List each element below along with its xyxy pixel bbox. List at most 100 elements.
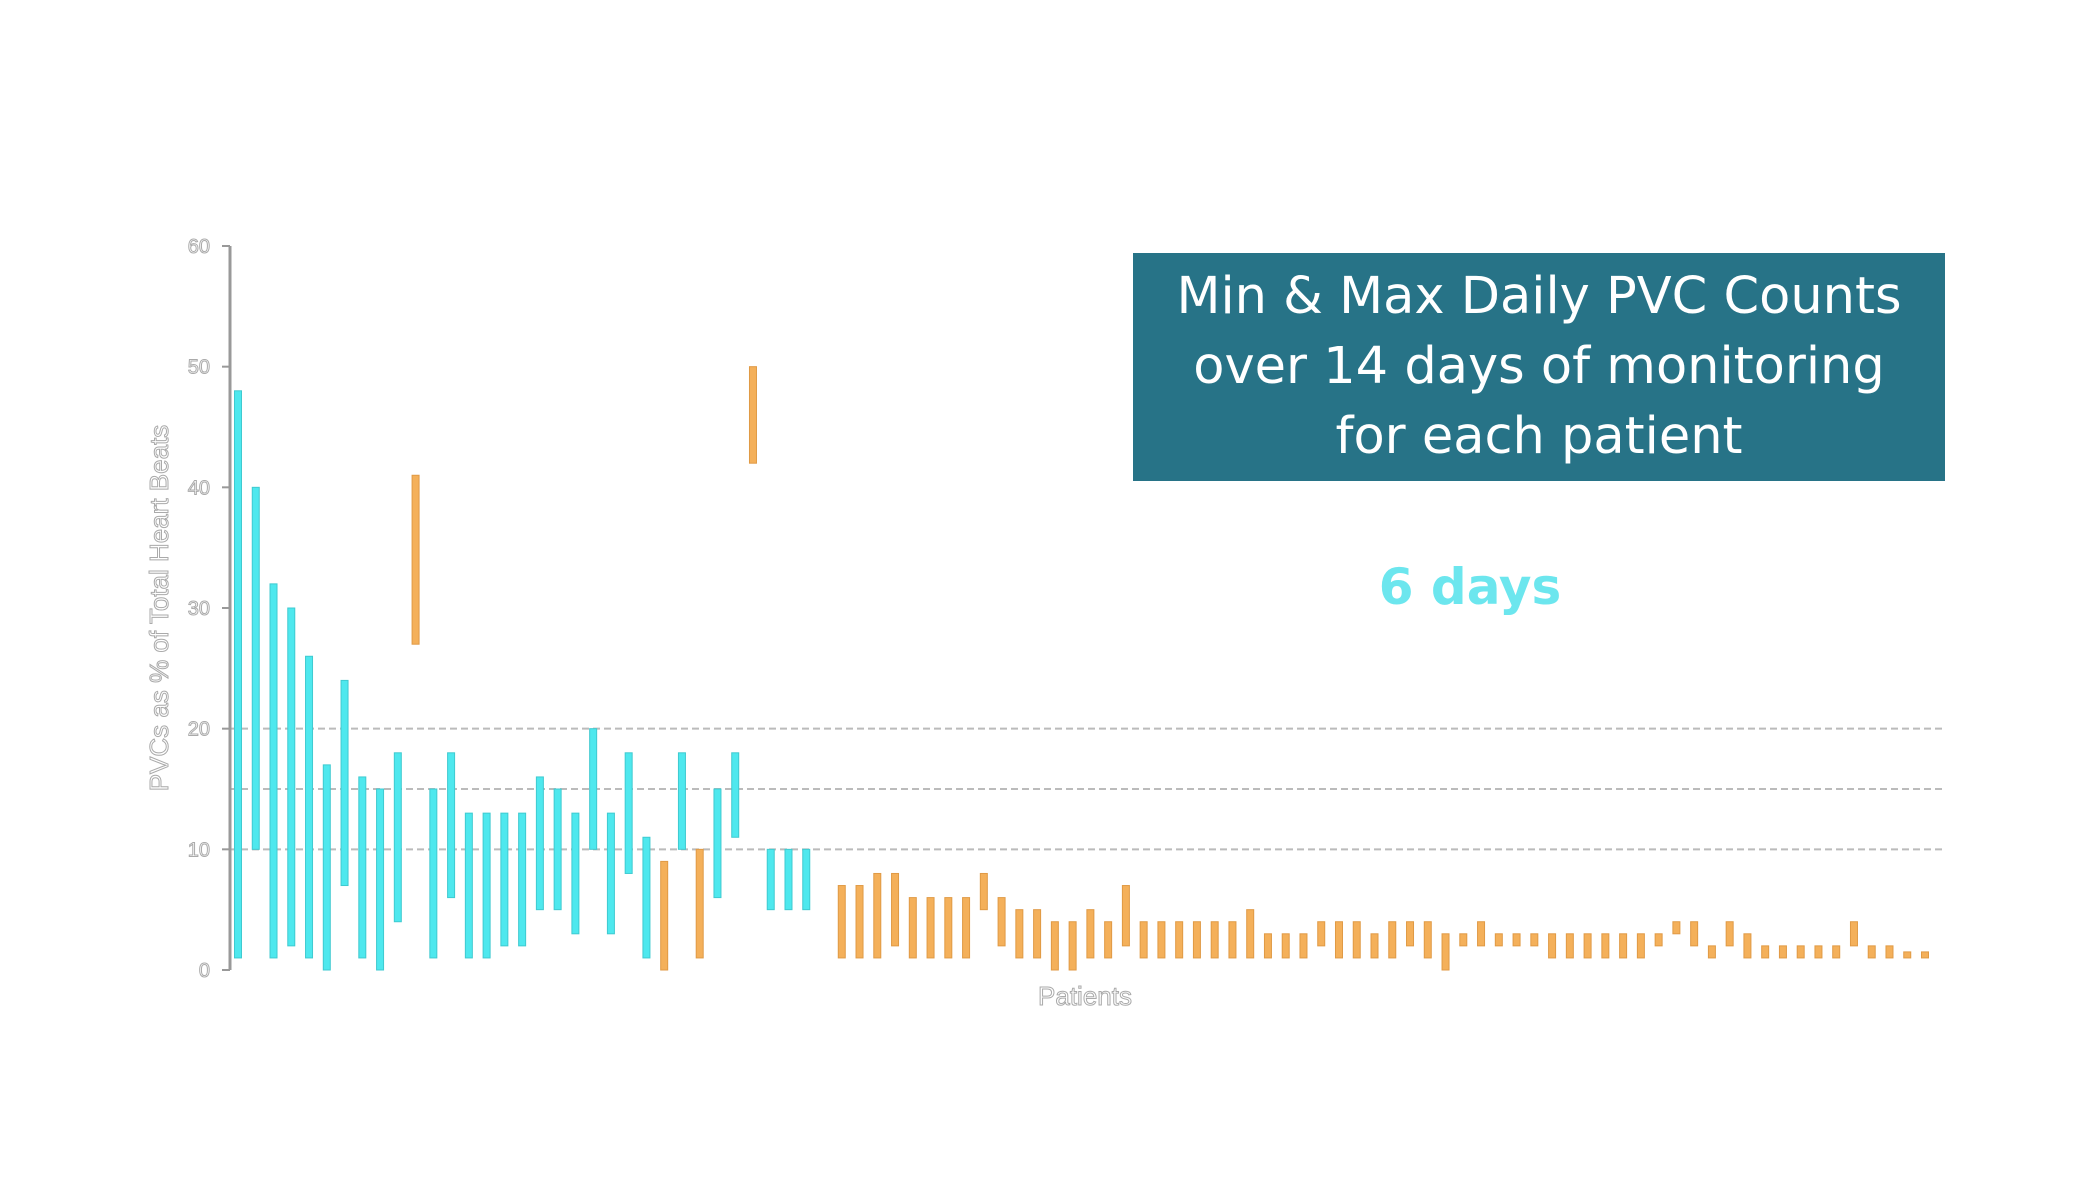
- range-bar-orange-10: [411, 474, 420, 645]
- range-bar-cyan-0: [234, 390, 242, 959]
- range-bar-orange-76: [1583, 933, 1592, 959]
- range-bar-cyan-6: [340, 679, 349, 887]
- range-bar-orange-29: [748, 366, 757, 464]
- range-bar-orange-57: [1246, 909, 1255, 959]
- range-bar-cyan-3: [287, 607, 296, 947]
- range-bar-cyan-9: [393, 752, 402, 923]
- range-bar-orange-84: [1725, 921, 1734, 947]
- range-bar-orange-89: [1814, 945, 1823, 959]
- range-bar-orange-90: [1832, 945, 1841, 959]
- range-bar-cyan-17: [535, 776, 544, 911]
- range-bar-orange-74: [1548, 933, 1557, 959]
- annotation-label: 6 days: [1378, 558, 1562, 616]
- range-bar-orange-26: [695, 848, 704, 959]
- range-bar-orange-85: [1743, 933, 1752, 959]
- range-bar-orange-83: [1707, 945, 1716, 959]
- chart-title-line-2: over 14 days of monitoring: [1193, 337, 1885, 396]
- range-bar-orange-62: [1334, 921, 1343, 959]
- range-bar-orange-47: [1068, 921, 1077, 971]
- range-bar-orange-87: [1778, 945, 1787, 959]
- range-bar-cyan-13: [464, 812, 473, 959]
- range-bar-orange-69: [1459, 933, 1468, 947]
- range-bar-cyan-12: [447, 752, 456, 899]
- range-bar-cyan-16: [518, 812, 527, 947]
- range-bar-cyan-19: [571, 812, 580, 935]
- range-bar-orange-71: [1494, 933, 1503, 947]
- range-bar-orange-39: [926, 897, 935, 959]
- range-bar-cyan-20: [589, 728, 598, 850]
- chart-title-line-3: for each patient: [1335, 407, 1743, 466]
- y-tick-label-2: 20: [188, 719, 210, 741]
- range-bar-orange-86: [1761, 945, 1770, 959]
- chart-title-box: Min & Max Daily PVC Counts over 14 days …: [1133, 253, 1945, 481]
- range-bar-orange-40: [944, 897, 953, 959]
- range-bar-orange-41: [962, 897, 971, 959]
- range-bar-orange-37: [891, 872, 900, 947]
- range-bar-orange-77: [1601, 933, 1610, 959]
- range-bar-cyan-7: [358, 776, 367, 959]
- range-bar-orange-46: [1050, 921, 1059, 971]
- y-tick-label-4: 40: [188, 477, 210, 499]
- range-bar-orange-81: [1672, 921, 1681, 935]
- range-bar-orange-48: [1086, 909, 1095, 959]
- range-bar-orange-79: [1636, 933, 1645, 959]
- range-bar-orange-70: [1477, 921, 1486, 947]
- range-bar-cyan-22: [624, 752, 633, 874]
- range-bar-orange-45: [1033, 909, 1042, 959]
- range-bar-orange-50: [1121, 885, 1130, 947]
- range-bar-cyan-25: [677, 752, 686, 850]
- range-bar-orange-95: [1921, 951, 1929, 959]
- range-bar-cyan-30: [766, 848, 775, 911]
- range-bar-orange-63: [1352, 921, 1361, 959]
- range-bar-orange-55: [1210, 921, 1219, 959]
- range-bar-orange-56: [1228, 921, 1237, 959]
- range-bar-cyan-15: [500, 812, 509, 947]
- y-tick-label-6: 60: [188, 236, 210, 258]
- range-bar-cyan-14: [482, 812, 491, 959]
- range-bar-orange-93: [1885, 945, 1894, 959]
- range-bar-cyan-18: [553, 788, 562, 911]
- range-bar-orange-59: [1281, 933, 1290, 959]
- range-bar-orange-67: [1423, 921, 1432, 959]
- chart-title-line-1: Min & Max Daily PVC Counts: [1176, 267, 1902, 326]
- range-bar-orange-64: [1370, 933, 1379, 959]
- range-bar-orange-24: [660, 860, 669, 971]
- range-bar-orange-49: [1104, 921, 1113, 959]
- range-bar-cyan-11: [429, 788, 438, 959]
- range-bar-orange-94: [1903, 951, 1912, 959]
- range-bar-orange-53: [1175, 921, 1184, 959]
- range-bar-cyan-31: [784, 848, 793, 911]
- range-bar-orange-35: [855, 885, 864, 959]
- range-bar-cyan-32: [802, 848, 811, 911]
- range-bar-orange-52: [1157, 921, 1166, 959]
- range-bar-orange-80: [1654, 933, 1663, 947]
- range-bar-orange-42: [979, 872, 988, 911]
- range-bar-orange-78: [1619, 933, 1628, 959]
- range-bar-orange-65: [1388, 921, 1397, 959]
- range-bar-orange-68: [1441, 933, 1450, 971]
- range-bar-cyan-28: [731, 752, 740, 838]
- range-bar-orange-66: [1406, 921, 1415, 947]
- range-bar-cyan-2: [269, 583, 278, 959]
- range-bar-orange-44: [1015, 909, 1024, 959]
- range-bar-cyan-23: [642, 836, 651, 959]
- range-bar-cyan-4: [305, 655, 314, 959]
- range-bar-orange-43: [997, 897, 1006, 947]
- x-axis-label: Patients: [1038, 981, 1132, 1011]
- range-bar-orange-82: [1690, 921, 1699, 947]
- range-bar-orange-36: [873, 872, 882, 959]
- y-tick-label-3: 30: [188, 598, 210, 620]
- y-tick-label-5: 50: [188, 357, 210, 379]
- range-bar-cyan-27: [713, 788, 722, 899]
- range-bar-orange-72: [1512, 933, 1521, 947]
- range-bar-orange-34: [837, 885, 846, 959]
- range-bar-orange-58: [1263, 933, 1272, 959]
- range-bar-orange-38: [908, 897, 917, 959]
- range-bar-orange-92: [1867, 945, 1876, 959]
- range-bar-orange-88: [1796, 945, 1805, 959]
- y-axis-label: PVCs as % of Total Heart Beats: [144, 425, 174, 792]
- range-bar-orange-91: [1849, 921, 1858, 947]
- range-bar-orange-75: [1565, 933, 1574, 959]
- range-bar-cyan-5: [322, 764, 331, 971]
- y-tick-label-0: 0: [199, 960, 210, 982]
